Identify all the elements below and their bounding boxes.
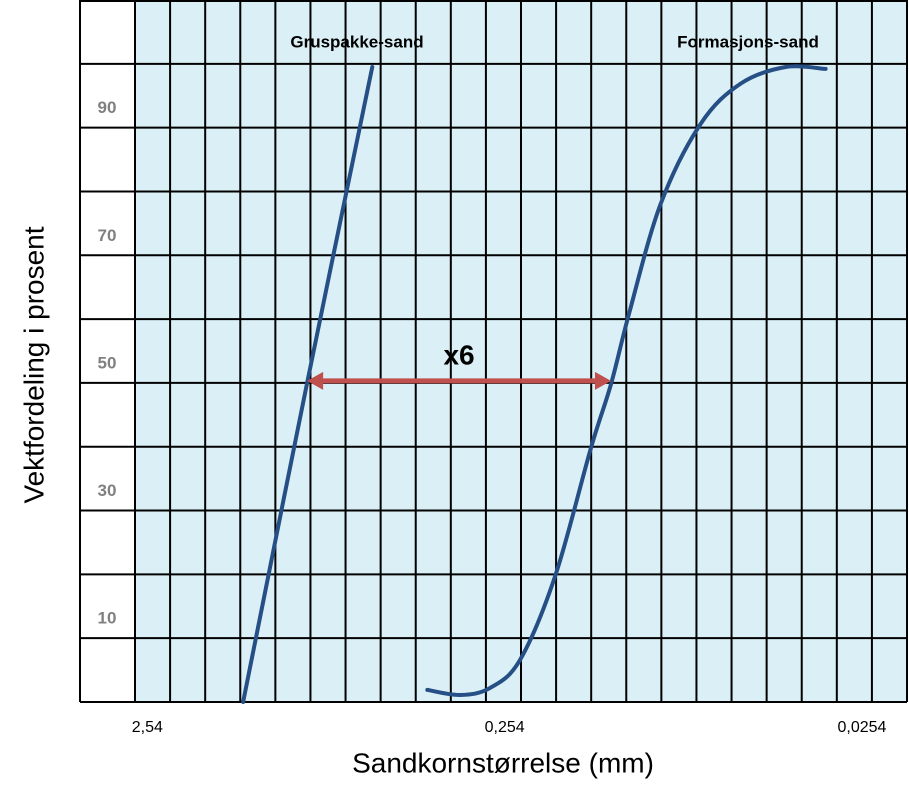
annotation-text: x6 bbox=[443, 339, 474, 370]
region-label: Formasjons-sand bbox=[677, 32, 819, 51]
line-series bbox=[425, 64, 828, 697]
x-axis-label: Sandkornstørrelse (mm) bbox=[352, 747, 654, 778]
y-tick-label: 10 bbox=[98, 609, 117, 628]
region-label: Gruspakke-sand bbox=[290, 32, 423, 51]
y-tick-label: 90 bbox=[98, 98, 117, 117]
y-tick-label: 30 bbox=[98, 481, 117, 500]
y-tick-label: 50 bbox=[98, 353, 117, 372]
vertical-grid bbox=[134, 0, 908, 702]
line-series bbox=[241, 65, 375, 704]
y-tick-label: 70 bbox=[98, 226, 117, 245]
arrow-head bbox=[307, 371, 324, 390]
y-label-column bbox=[80, 0, 135, 702]
x-tick-label: 0,254 bbox=[485, 719, 525, 736]
y-axis-label: Vektfordeling i prosent bbox=[18, 226, 49, 503]
x-tick-label: 2,54 bbox=[132, 719, 163, 736]
x-tick-label: 0,0254 bbox=[837, 719, 886, 736]
arrow-head bbox=[594, 371, 611, 390]
